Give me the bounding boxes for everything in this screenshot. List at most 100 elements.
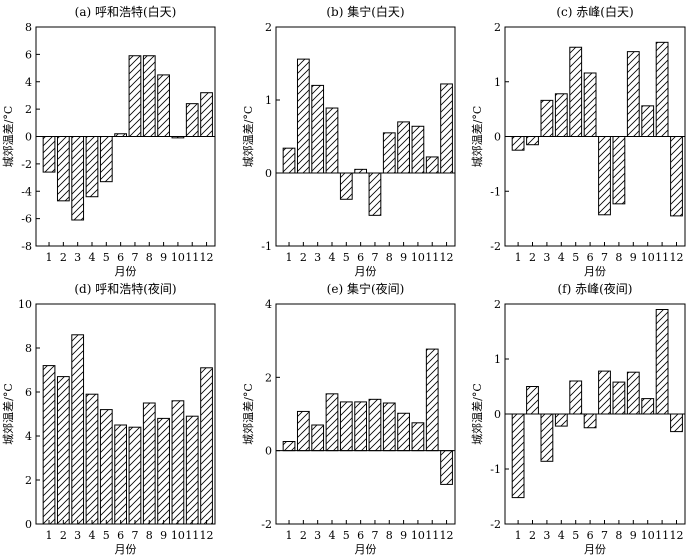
bar-month-2 bbox=[526, 136, 539, 146]
bar-month-5 bbox=[99, 136, 113, 183]
x-tick-label: 6 bbox=[587, 251, 594, 264]
x-tick-label: 11 bbox=[655, 529, 669, 542]
y-tick-label: 1 bbox=[494, 76, 501, 89]
x-tick-label: 3 bbox=[74, 529, 81, 542]
y-tick-label: 0 bbox=[25, 518, 32, 531]
bar-month-6 bbox=[114, 424, 128, 525]
bar-month-4 bbox=[325, 107, 339, 174]
bar-month-10 bbox=[171, 400, 185, 525]
y-tick-label: -1 bbox=[261, 240, 272, 253]
bar-month-7 bbox=[128, 426, 142, 525]
bar-month-1 bbox=[42, 365, 56, 525]
x-tick-label: 2 bbox=[300, 251, 307, 264]
x-tick-label: 9 bbox=[630, 529, 637, 542]
bar-month-4 bbox=[554, 93, 568, 137]
y-tick-label: 0 bbox=[265, 167, 272, 180]
y-tick-label: 1 bbox=[494, 353, 501, 366]
bar-month-12 bbox=[200, 367, 213, 525]
x-axis-label: 月份 bbox=[355, 265, 377, 278]
bar-month-5 bbox=[569, 380, 583, 415]
bar-month-8 bbox=[142, 402, 156, 525]
bar-month-8 bbox=[382, 132, 396, 174]
y-axis-label: 城郊温差/°C bbox=[470, 106, 484, 168]
bar-month-6 bbox=[114, 133, 128, 137]
x-axis-label: 月份 bbox=[584, 265, 606, 278]
x-tick-label: 12 bbox=[440, 251, 454, 264]
x-tick-label: 11 bbox=[425, 251, 439, 264]
x-tick-label: 2 bbox=[529, 251, 536, 264]
bar-month-8 bbox=[382, 402, 396, 452]
x-axis-label: 月份 bbox=[115, 543, 137, 555]
x-tick-label: 11 bbox=[185, 529, 199, 542]
chart-title: (c) 赤峰(白天) bbox=[556, 4, 633, 19]
y-tick-label: -2 bbox=[261, 518, 272, 531]
x-tick-label: 6 bbox=[587, 529, 594, 542]
x-tick-label: 1 bbox=[286, 529, 293, 542]
y-axis-label: 城郊温差/°C bbox=[1, 106, 15, 168]
x-tick-label: 12 bbox=[440, 529, 454, 542]
y-tick-label: 2 bbox=[265, 371, 272, 384]
x-tick-label: 2 bbox=[300, 529, 307, 542]
y-tick-label: 6 bbox=[25, 386, 32, 399]
x-tick-label: 5 bbox=[572, 251, 579, 264]
bar-month-8 bbox=[612, 381, 626, 415]
bar-month-3 bbox=[540, 413, 554, 462]
bar-month-10 bbox=[411, 422, 425, 452]
x-tick-label: 12 bbox=[200, 251, 214, 264]
y-tick-label: 1 bbox=[265, 94, 272, 107]
bar-month-7 bbox=[368, 172, 382, 216]
x-tick-label: 8 bbox=[615, 251, 622, 264]
bar-month-3 bbox=[540, 99, 554, 137]
x-tick-label: 7 bbox=[371, 529, 378, 542]
y-tick-label: 2 bbox=[25, 103, 32, 116]
x-tick-label: 5 bbox=[572, 529, 579, 542]
x-tick-label: 9 bbox=[400, 251, 407, 264]
y-tick-label: 6 bbox=[25, 48, 32, 61]
x-tick-label: 9 bbox=[160, 251, 167, 264]
x-tick-label: 10 bbox=[411, 251, 425, 264]
y-tick-label: -2 bbox=[21, 158, 32, 171]
y-tick-label: 0 bbox=[494, 131, 501, 144]
bar-month-11 bbox=[425, 156, 439, 174]
bar-month-7 bbox=[128, 55, 142, 137]
bar-month-5 bbox=[569, 46, 583, 137]
y-tick-label: 4 bbox=[25, 76, 32, 89]
bar-month-12 bbox=[200, 92, 213, 137]
bar-month-7 bbox=[598, 370, 611, 415]
x-tick-label: 7 bbox=[131, 251, 138, 264]
x-tick-label: 3 bbox=[543, 251, 550, 264]
bar-month-2 bbox=[296, 58, 310, 174]
chart-title: (f) 赤峰(夜间) bbox=[558, 281, 633, 296]
bar-month-9 bbox=[157, 74, 170, 137]
y-tick-label: 10 bbox=[18, 298, 32, 311]
x-tick-label: 11 bbox=[185, 251, 199, 264]
x-tick-label: 5 bbox=[103, 251, 110, 264]
x-tick-label: 2 bbox=[60, 529, 67, 542]
y-tick-label: -2 bbox=[490, 518, 501, 531]
chart-title: (b) 集宁(白天) bbox=[326, 4, 404, 19]
bar-month-4 bbox=[325, 393, 339, 452]
y-axis-label: 城郊温差/°C bbox=[1, 383, 15, 445]
x-tick-label: 4 bbox=[558, 251, 565, 264]
x-tick-label: 5 bbox=[343, 529, 350, 542]
bar-month-2 bbox=[56, 136, 70, 202]
x-tick-label: 1 bbox=[46, 529, 53, 542]
x-axis-label: 月份 bbox=[584, 543, 606, 555]
x-tick-label: 2 bbox=[529, 529, 536, 542]
bar-month-10 bbox=[411, 125, 425, 174]
x-tick-label: 10 bbox=[171, 251, 185, 264]
chart-title: (d) 呼和浩特(夜间) bbox=[74, 281, 176, 296]
bar-month-11 bbox=[655, 41, 669, 137]
x-tick-label: 3 bbox=[74, 251, 81, 264]
x-axis-label: 月份 bbox=[115, 265, 137, 278]
bar-month-10 bbox=[641, 398, 655, 415]
bar-month-5 bbox=[99, 409, 113, 525]
x-tick-label: 10 bbox=[171, 529, 185, 542]
x-tick-label: 8 bbox=[146, 251, 153, 264]
x-tick-label: 4 bbox=[558, 529, 565, 542]
bar-month-5 bbox=[339, 172, 353, 200]
